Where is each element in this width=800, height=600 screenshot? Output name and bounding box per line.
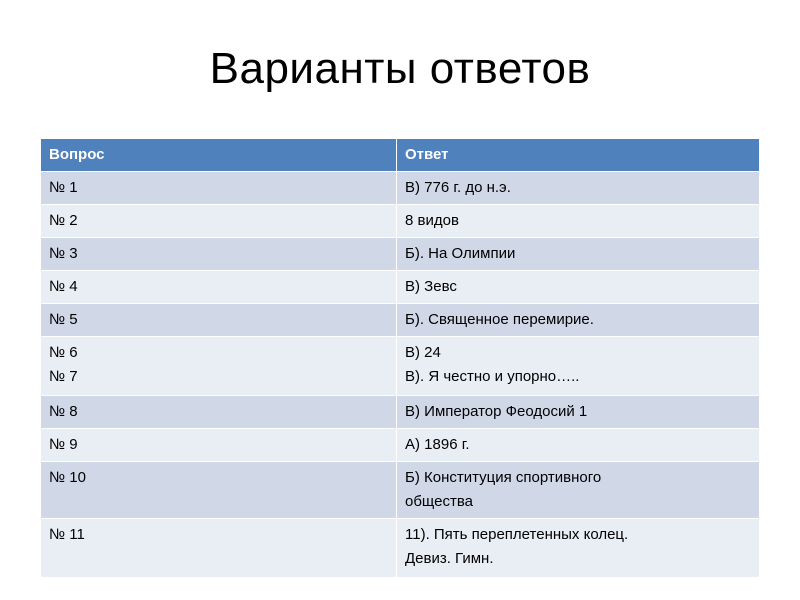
answer-cell: Б) Конституция спортивного общества [396, 461, 760, 519]
answer-text: Б). На Олимпии [405, 245, 516, 262]
answers-table: Вопрос Ответ № 1 В) 776 г. до н.э. № 2 8 ви… [40, 138, 760, 578]
question-cell: № 8 [40, 395, 397, 429]
question-number: № 10 [49, 469, 86, 486]
answer-cell: В) Зевс [396, 270, 760, 304]
question-number: № 1 [49, 179, 78, 196]
answer-text: Девиз. Гимн. [405, 550, 494, 567]
table-row: № 5 Б). Священное перемирие. [40, 303, 760, 337]
question-number: № 3 [49, 245, 78, 262]
answer-text: В) 24 [405, 344, 441, 361]
table-row: № 1 В) 776 г. до н.э. [40, 171, 760, 205]
question-cell: № 5 [40, 303, 397, 337]
answer-cell: В) 24 В). Я честно и упорно….. [396, 336, 760, 396]
answer-text: общества [405, 493, 473, 510]
answer-cell: Б). Священное перемирие. [396, 303, 760, 337]
answer-text: Б) Конституция спортивного [405, 469, 602, 486]
answer-cell: 11). Пять переплетенных колец. Девиз. Гим… [396, 518, 760, 578]
question-number: № 8 [49, 403, 78, 420]
answer-cell: В) Император Феодосий 1 [396, 395, 760, 429]
answer-cell: А) 1896 г. [396, 428, 760, 462]
question-number: № 6 [49, 344, 78, 361]
header-question: Вопрос [40, 138, 397, 172]
question-cell: № 1 [40, 171, 397, 205]
header-answer: Ответ [396, 138, 760, 172]
answer-text: В). Я честно и упорно….. [405, 368, 580, 385]
answer-text: 11). Пять переплетенных колец. [405, 526, 629, 543]
answer-cell: 8 видов [396, 204, 760, 238]
question-number: № 2 [49, 212, 78, 229]
table-header-row: Вопрос Ответ [40, 138, 760, 172]
answer-cell: В) 776 г. до н.э. [396, 171, 760, 205]
question-cell: № 9 [40, 428, 397, 462]
slide-title: Варианты ответов [209, 44, 591, 93]
answer-cell: Б). На Олимпии [396, 237, 760, 271]
question-number: № 4 [49, 278, 78, 295]
answer-text: В) Зевс [405, 278, 457, 295]
question-number: № 7 [49, 368, 78, 385]
question-cell: № 6 № 7 [40, 336, 397, 396]
table-row: № 6 № 7 В) 24 В). Я честно и упорно….. [40, 336, 760, 396]
question-cell: № 2 [40, 204, 397, 238]
answer-text: В) 776 г. до н.э. [405, 179, 511, 196]
question-cell: № 3 [40, 237, 397, 271]
answer-text: В) Император Феодосий 1 [405, 403, 588, 420]
table-row: № 11 11). Пять переплетенных колец. Девиз.… [40, 518, 760, 578]
question-number: № 9 [49, 436, 78, 453]
table-row: № 3 Б). На Олимпии [40, 237, 760, 271]
answer-text: Б). Священное перемирие. [405, 311, 594, 328]
table-row: № 8 В) Император Феодосий 1 [40, 395, 760, 429]
table-row: № 4 В) Зевс [40, 270, 760, 304]
question-cell: № 4 [40, 270, 397, 304]
table-row: № 2 8 видов [40, 204, 760, 238]
answer-text: 8 видов [405, 212, 459, 229]
table-row: № 10 Б) Конституция спортивного общества [40, 461, 760, 519]
question-number: № 11 [49, 526, 85, 543]
question-number: № 5 [49, 311, 78, 328]
question-cell: № 10 [40, 461, 397, 519]
answer-text: А) 1896 г. [405, 436, 470, 453]
question-cell: № 11 [40, 518, 397, 578]
table-row: № 9 А) 1896 г. [40, 428, 760, 462]
